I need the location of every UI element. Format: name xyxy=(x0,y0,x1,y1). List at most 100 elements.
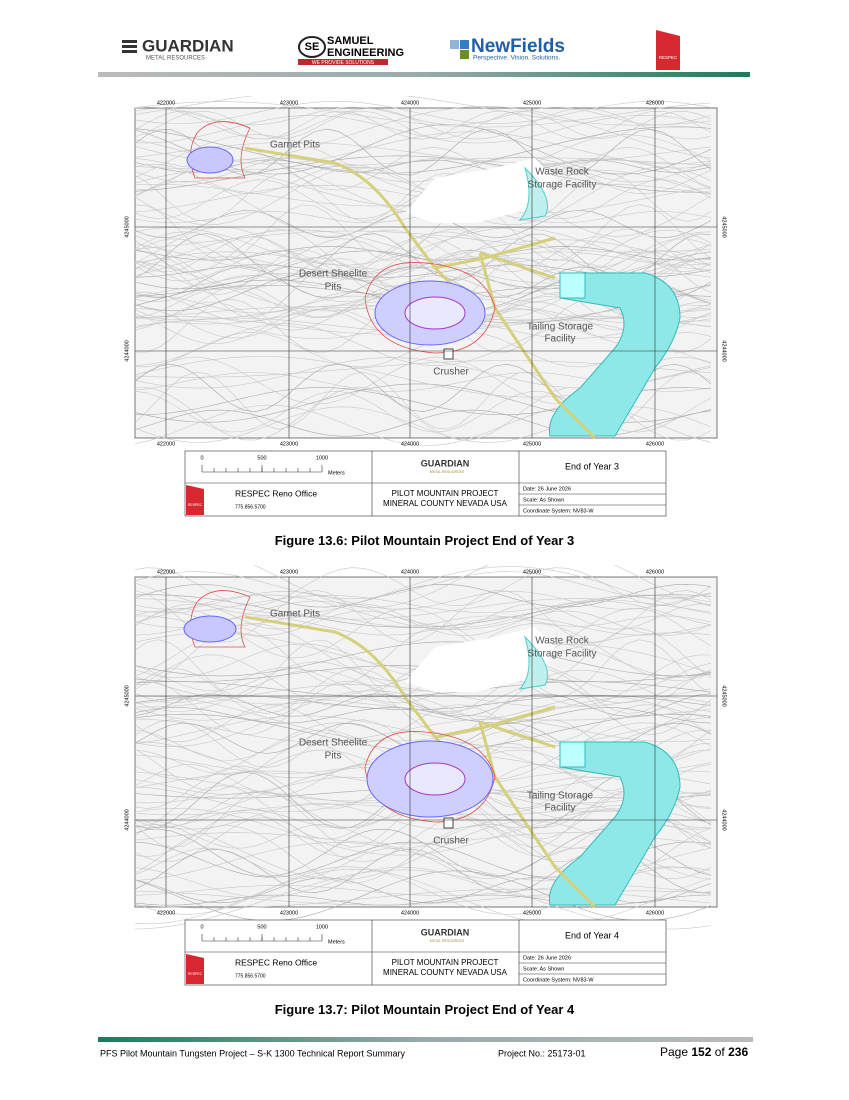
contour xyxy=(134,159,712,173)
scale-label: 0 xyxy=(200,455,203,461)
coord-label: 423000 xyxy=(280,100,298,106)
contour xyxy=(134,204,712,262)
coord-label: 425000 xyxy=(523,910,541,916)
contour xyxy=(134,229,712,289)
scale-units: Meters xyxy=(328,939,345,945)
contour xyxy=(134,146,712,191)
caption: Figure 13.6: Pilot Mountain Project End … xyxy=(274,533,575,548)
coord-label: 424000 xyxy=(401,441,419,447)
contour xyxy=(134,868,712,925)
coord-label: 4245000 xyxy=(124,685,130,706)
coord-label: 4244000 xyxy=(124,809,130,830)
guardian-logo: GUARDIAN METAL RESOURCES xyxy=(122,36,234,62)
logo-text: ENGINEERING xyxy=(327,47,404,59)
contour xyxy=(134,571,712,600)
tailings-pond xyxy=(559,272,586,299)
footer: PFS Pilot Mountain Tungsten Project – S-… xyxy=(98,1037,753,1059)
office: RESPEC Reno Office xyxy=(235,957,317,967)
coord-label: 426000 xyxy=(646,441,664,447)
logo-text: SE xyxy=(305,41,320,53)
contour xyxy=(134,695,712,742)
sheelite-pit-inner xyxy=(404,762,466,796)
map-label: Storage Facility xyxy=(528,649,597,660)
respec-mark-text: RESPEC xyxy=(188,503,203,507)
contour xyxy=(134,616,712,636)
header-rule xyxy=(98,72,750,77)
map-label: Desert Sheelite xyxy=(299,738,368,749)
title-block: 0 500 1000 Meters GUARDIAN METAL RESOURCES End… xyxy=(184,450,667,517)
scale-label: 500 xyxy=(257,924,266,930)
figure: Garnet Pits Waste Rock Storage Facility Des… xyxy=(124,96,727,517)
map: Garnet Pits Waste Rock Storage Facility Des… xyxy=(134,565,718,930)
total: 236 xyxy=(728,1045,748,1059)
meta: Coordinate System: NV83-W xyxy=(523,977,594,983)
logo-sub: WE PROVIDE SOLUTIONS xyxy=(312,60,375,66)
logo-text: NewFields xyxy=(471,36,565,57)
logo-sub: Perspective. Vision. Solutions. xyxy=(473,55,561,62)
map-label: Crusher xyxy=(433,836,469,847)
meta: Coordinate System: NV83-W xyxy=(523,508,594,514)
contour xyxy=(134,808,712,856)
footer-project: Project No.: 25173-01 xyxy=(498,1048,586,1058)
scale-label: 0 xyxy=(200,924,203,930)
contour xyxy=(134,110,712,139)
contour xyxy=(134,124,712,175)
meta: Scale: As Shown xyxy=(523,966,564,972)
coord-label: 4244000 xyxy=(721,340,727,361)
coord-label: 4244000 xyxy=(721,809,727,830)
contour xyxy=(134,690,712,748)
respec-mark xyxy=(186,485,204,515)
title-block: 0 500 1000 Meters GUARDIAN METAL RESOURCES End… xyxy=(184,919,667,986)
period: End of Year 3 xyxy=(565,461,619,471)
waste-rock-dump xyxy=(518,166,548,221)
phone: 775.856.5700 xyxy=(235,504,266,510)
limit-red xyxy=(364,262,496,354)
garnet-pit xyxy=(183,615,237,643)
respec-mark xyxy=(186,954,204,984)
coord-label: 423000 xyxy=(280,441,298,447)
contour xyxy=(134,101,712,128)
project: MINERAL COUNTY NEVADA USA xyxy=(383,499,508,508)
map: Garnet Pits Waste Rock Storage Facility Des… xyxy=(134,96,718,446)
contour xyxy=(134,96,712,126)
crusher xyxy=(443,817,454,829)
coord-label: 425000 xyxy=(523,569,541,575)
contour xyxy=(134,704,712,743)
map-label: Garnet Pits xyxy=(270,609,320,620)
coord-label: 423000 xyxy=(280,910,298,916)
project: PILOT MOUNTAIN PROJECT xyxy=(392,489,499,498)
caption: Figure 13.7: Pilot Mountain Project End … xyxy=(274,1002,575,1017)
samuel-logo: SE SAMUEL ENGINEERING WE PROVIDE SOLUTIO… xyxy=(298,35,404,66)
contour xyxy=(134,128,712,176)
tailings xyxy=(548,741,681,906)
page-word: Page xyxy=(660,1045,688,1059)
contour xyxy=(134,157,712,170)
page-number: Page 152 of 236 xyxy=(660,1045,748,1059)
map-label: Crusher xyxy=(433,367,469,378)
page: 152 xyxy=(691,1045,711,1059)
contour xyxy=(134,156,712,183)
coord-label: 422000 xyxy=(157,910,175,916)
footer-rule xyxy=(98,1037,753,1042)
block-logo: GUARDIAN xyxy=(421,458,470,468)
contour xyxy=(134,870,712,922)
contour xyxy=(134,166,712,226)
contour xyxy=(134,669,712,712)
sheelite-pit-inner xyxy=(404,296,466,330)
header: GUARDIAN METAL RESOURCES SE SAMUEL ENGIN… xyxy=(98,30,750,77)
logo-text: GUARDIAN xyxy=(142,36,234,55)
crusher xyxy=(443,348,454,360)
contour xyxy=(134,567,712,607)
logo-text: SAMUEL xyxy=(327,35,374,47)
block-logo: GUARDIAN xyxy=(421,927,470,937)
meta: Scale: As Shown xyxy=(523,497,564,503)
coord-label: 422000 xyxy=(157,441,175,447)
contour xyxy=(134,695,712,721)
contour xyxy=(134,680,712,736)
scale-units: Meters xyxy=(328,470,345,476)
coord-label: 4245000 xyxy=(124,216,130,237)
contour xyxy=(134,110,712,140)
respec-logo: RESPEC xyxy=(656,30,680,70)
footer-text: PFS Pilot Mountain Tungsten Project – S-… xyxy=(100,1048,405,1058)
contour xyxy=(134,668,712,714)
